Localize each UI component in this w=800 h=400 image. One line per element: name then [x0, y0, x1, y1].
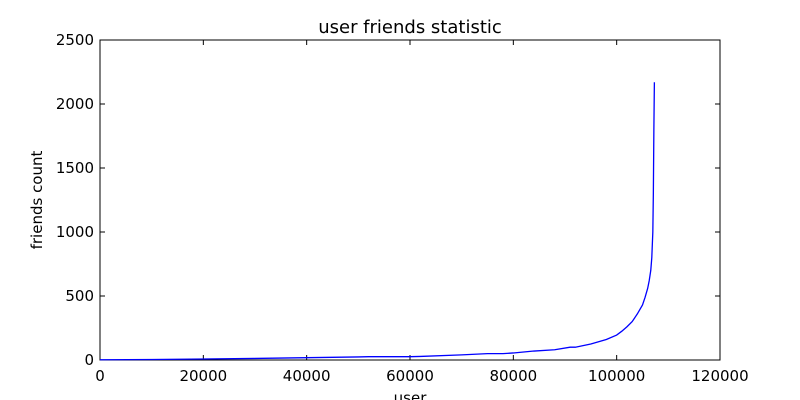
- y-axis-label: friends count: [28, 150, 46, 249]
- x-tick-label: 20000: [179, 367, 227, 385]
- x-axis-label: user: [394, 389, 428, 400]
- x-tick-label: 100000: [588, 367, 645, 385]
- plot-area: 0 20000 40000 60000 80000 100000 120000 0 500 100…: [56, 31, 749, 385]
- x-tick-label: 40000: [283, 367, 331, 385]
- x-tick-label: 120000: [691, 367, 748, 385]
- chart-title: user friends statistic: [318, 17, 502, 38]
- y-tick-label: 1500: [56, 159, 94, 177]
- y-tick-label: 500: [65, 287, 94, 305]
- y-tick-label: 2000: [56, 95, 94, 113]
- series-line: [99, 82, 656, 361]
- y-tick-label: 0: [84, 351, 94, 369]
- x-tick-label: 60000: [386, 367, 434, 385]
- plot-frame: [99, 39, 721, 361]
- x-tick-label: 0: [95, 367, 105, 385]
- y-tick-label: 1000: [56, 223, 94, 241]
- y-tick-label: 2500: [56, 31, 94, 49]
- x-tick-label: 80000: [489, 367, 537, 385]
